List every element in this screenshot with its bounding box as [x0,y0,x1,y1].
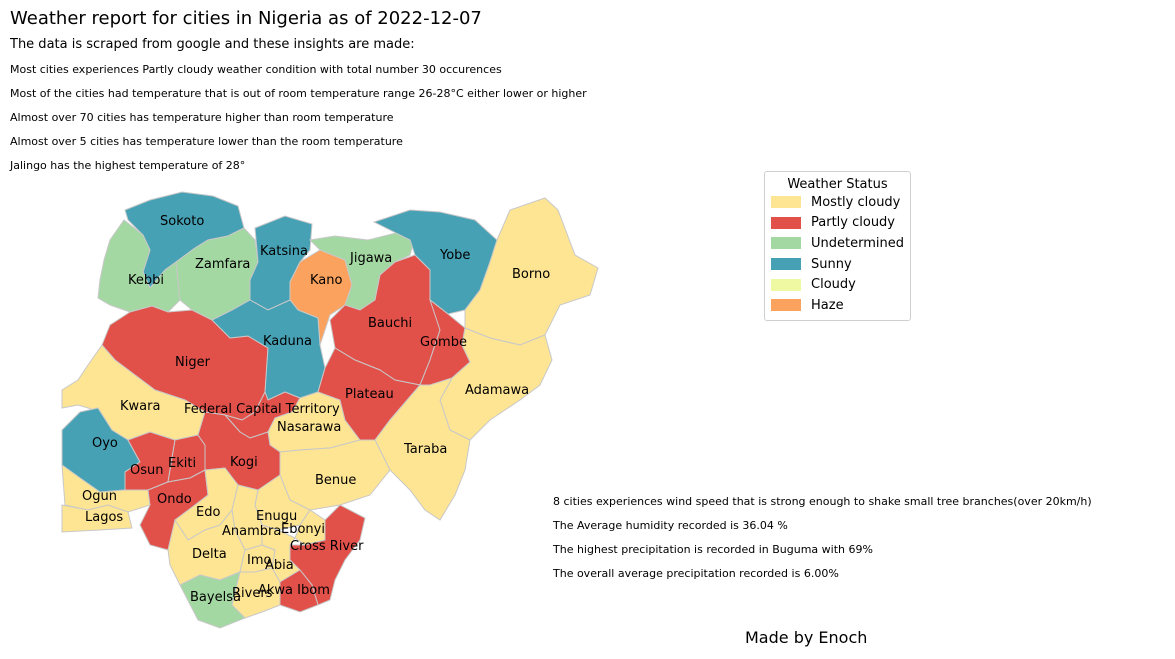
state-label-fct: Federal Capital Territory [184,402,340,417]
insight-text: The overall average precipitation record… [553,567,839,580]
legend-swatch [771,216,801,229]
legend-label: Partly cloudy [811,215,895,231]
insight-text: Most cities experiences Partly cloudy we… [10,63,502,76]
legend-item: Sunny [765,254,910,275]
insight-text: Almost over 70 cities has temperature hi… [10,111,394,124]
state-label-bauchi: Bauchi [368,316,412,331]
state-label-niger: Niger [175,355,211,370]
state-label-osun: Osun [130,463,163,478]
state-region-bayelsa[interactable] [179,571,246,629]
state-label-borno: Borno [512,267,550,282]
state-label-delta: Delta [192,547,227,562]
legend-swatch [771,278,801,291]
state-label-kogi: Kogi [230,455,258,470]
insight-text: 8 cities experiences wind speed that is … [553,495,1092,508]
state-label-ekiti: Ekiti [168,456,196,471]
state-label-jigawa: Jigawa [349,251,392,266]
state-label-kano: Kano [310,273,343,288]
insight-text: The highest precipitation is recorded in… [553,543,873,556]
map-title: Weather report for cities in Nigeria as … [10,8,482,29]
state-label-yobe: Yobe [439,248,470,263]
legend-label: Cloudy [811,277,856,293]
state-label-akwa-ibom: Akwa Ibom [258,583,330,598]
state-label-rivers: Rivers [232,586,273,601]
legend-swatch [771,196,801,209]
state-label-ondo: Ondo [157,492,192,507]
state-label-ogun: Ogun [82,489,117,504]
state-label-imo: Imo [247,553,271,568]
state-label-enugu: Enugu [256,509,297,524]
state-label-sokoto: Sokoto [160,214,204,229]
state-label-kebbi: Kebbi [128,273,164,288]
legend-label: Mostly cloudy [811,194,901,210]
state-label-gombe: Gombe [420,335,467,350]
legend-swatch [771,299,801,312]
legend-item: Partly cloudy [765,213,910,234]
state-label-nasarawa: Nasarawa [277,420,341,435]
state-label-oyo: Oyo [92,436,118,451]
insight-text: Jalingo has the highest temperature of 2… [10,159,246,172]
state-region-borno[interactable] [464,197,599,346]
state-label-adamawa: Adamawa [465,383,529,398]
state-label-ebonyi: Ebonyi [281,522,325,537]
legend-title: Weather Status [787,177,888,192]
legend-item: Haze [765,295,910,316]
state-label-benue: Benue [315,473,356,488]
legend-swatch [771,237,801,250]
state-label-cross-river: Cross River [290,539,364,554]
map-subtitle: The data is scraped from google and thes… [10,37,415,52]
insight-text: Almost over 5 cities has temperature low… [10,135,403,148]
insight-text: The Average humidity recorded is 36.04 % [553,519,788,532]
legend-label: Haze [811,297,844,313]
legend-label: Undetermined [811,235,904,251]
legend-item: Undetermined [765,233,910,254]
state-region-lagos[interactable] [61,504,133,533]
state-label-lagos: Lagos [85,510,123,525]
legend-item: Mostly cloudy [765,192,910,213]
legend-item: Cloudy [765,274,910,295]
state-label-anambra: Anambra [222,524,281,539]
state-label-zamfara: Zamfara [195,257,250,272]
state-label-taraba: Taraba [403,442,447,457]
state-region-adamawa[interactable] [439,327,553,441]
state-label-edo: Edo [196,505,220,520]
state-shapes [61,191,599,629]
credit-text: Made by Enoch [745,628,868,647]
legend: Weather Status Mostly cloudy Partly clou… [764,171,911,321]
state-label-abia: Abia [265,558,294,573]
state-label-bayelsa: Bayelsa [190,590,241,605]
state-label-katsina: Katsina [260,244,308,259]
legend-label: Sunny [811,256,852,272]
insight-text: Most of the cities had temperature that … [10,87,587,100]
state-label-kaduna: Kaduna [263,334,312,349]
legend-swatch [771,258,801,271]
state-label-plateau: Plateau [345,387,394,402]
state-labels: Sokoto Kebbi Zamfara Katsina Kano Jigawa… [82,214,550,605]
state-label-kwara: Kwara [120,399,160,414]
